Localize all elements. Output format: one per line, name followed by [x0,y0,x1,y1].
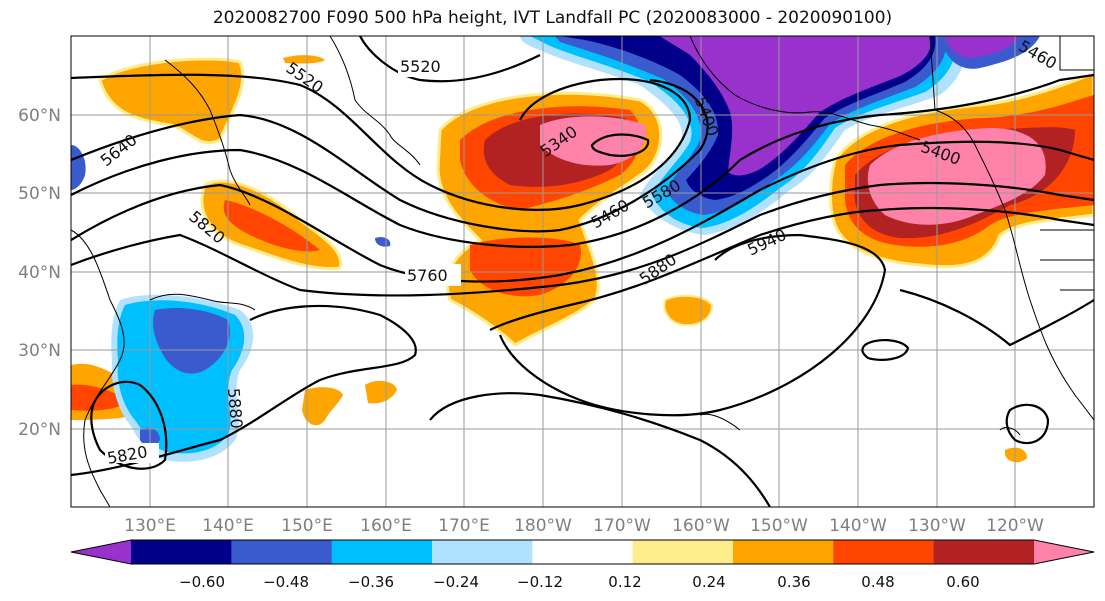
longitude-label: 130°E [124,516,176,536]
contour-loop-2 [1005,403,1050,445]
contour-label: 5880 [224,387,246,429]
shade-patch-1 [663,294,714,327]
contour-5580-north [71,73,692,211]
contour-east-1 [899,288,1094,347]
colorbar-tick-label: 0.36 [777,573,810,591]
colorbar-segment [632,540,734,564]
contour-5520 [359,36,541,83]
contour-loop-1 [861,339,910,361]
shade-patch-4 [1005,447,1027,463]
longitude-label: 130°W [908,516,966,536]
colorbar-segment [933,540,1035,564]
colorbar-tick-label: 0.48 [861,573,894,591]
contour-5820-south [90,380,168,470]
colorbar-outline [70,539,1095,565]
ivt-shading [71,36,1094,463]
shade-alaska-purple [660,36,931,176]
shade-west-edge-blue [71,145,86,190]
longitude-labels: 130°E 140°E 150°E 160°E 170°E 180°W 170°… [124,516,1044,536]
map-frame [70,35,1095,508]
contour-label: 5520 [400,57,441,76]
shade-patch-5 [283,55,325,64]
longitude-label: 150°E [281,516,333,536]
contour-5880-south [71,304,417,477]
longitude-label: 150°W [750,516,808,536]
colorbar-segment [231,540,333,564]
latitude-label: 20°N [18,420,61,440]
longitude-label: 140°E [202,516,254,536]
contour-5640 [71,78,709,233]
contour-label: 5940 [744,225,789,259]
contour-label: 5460 [1015,36,1060,73]
graticule [71,36,1094,507]
height-contours [71,36,1094,507]
contour-5880-se [429,392,771,507]
longitude-label: 180°W [514,516,572,536]
shade-japan-red [223,200,320,252]
longitude-label: 140°W [829,516,887,536]
shade-wp-blue [153,308,230,374]
shade-small-blue [375,237,391,247]
contour-5940 [498,233,887,417]
coastlines [71,36,1094,507]
positive-anomaly-kamchatka [98,57,245,145]
colorbar-tick-label: 0.12 [608,573,641,591]
colorbar-segment [833,540,935,564]
longitude-label: 170°W [593,516,651,536]
contour-loop-3 [590,133,650,157]
colorbar-segment [733,540,834,564]
latitude-label: 50°N [18,184,61,204]
colorbar-tick-label: 0.60 [946,573,979,591]
colorbar-tick-label: −0.60 [179,573,225,591]
colorbar-segment [532,540,634,564]
contour-label: 5760 [407,266,448,285]
contour-5880-east [489,206,1094,331]
latitude-label: 30°N [18,341,61,361]
map-title: 2020082700 F090 500 hPa height, IVT Land… [212,8,893,28]
latitude-label: 40°N [18,263,61,283]
colorbar-tick-labels: −0.60 −0.48 −0.36 −0.24 −0.12 0.12 0.24 … [179,573,980,591]
colorbar-tick-label: −0.12 [517,573,563,591]
longitude-label: 120°W [986,516,1044,536]
contour-5820 [71,181,1094,297]
colorbar-tick-label: −0.24 [433,573,479,591]
shade-west-red [71,384,130,411]
colorbar-segment [331,540,433,564]
contour-5760 [71,140,1094,283]
longitude-label: 160°E [360,516,412,536]
shade-central-pink [540,116,646,166]
shade-patch-2 [302,387,343,426]
latitude-labels: 60°N 50°N 40°N 30°N 20°N [18,106,61,440]
shade-ne-purple [945,36,1020,58]
colorbar-extend-min [71,540,131,564]
latitude-label: 60°N [18,106,61,126]
colorbar-segment [131,540,232,564]
colorbar-tick-label: −0.48 [263,573,309,591]
colorbar-tick-label: −0.36 [348,573,394,591]
colorbar-segment [432,540,533,564]
colorbar-extend-max [1034,540,1094,564]
shade-patch-3 [365,380,397,404]
contour-label: 5520 [283,58,327,97]
colorbar-tick-label: 0.24 [692,573,725,591]
longitude-label: 160°W [672,516,730,536]
contour-5700 [71,73,1094,248]
longitude-label: 170°E [438,516,490,536]
colorbar [70,539,1095,565]
